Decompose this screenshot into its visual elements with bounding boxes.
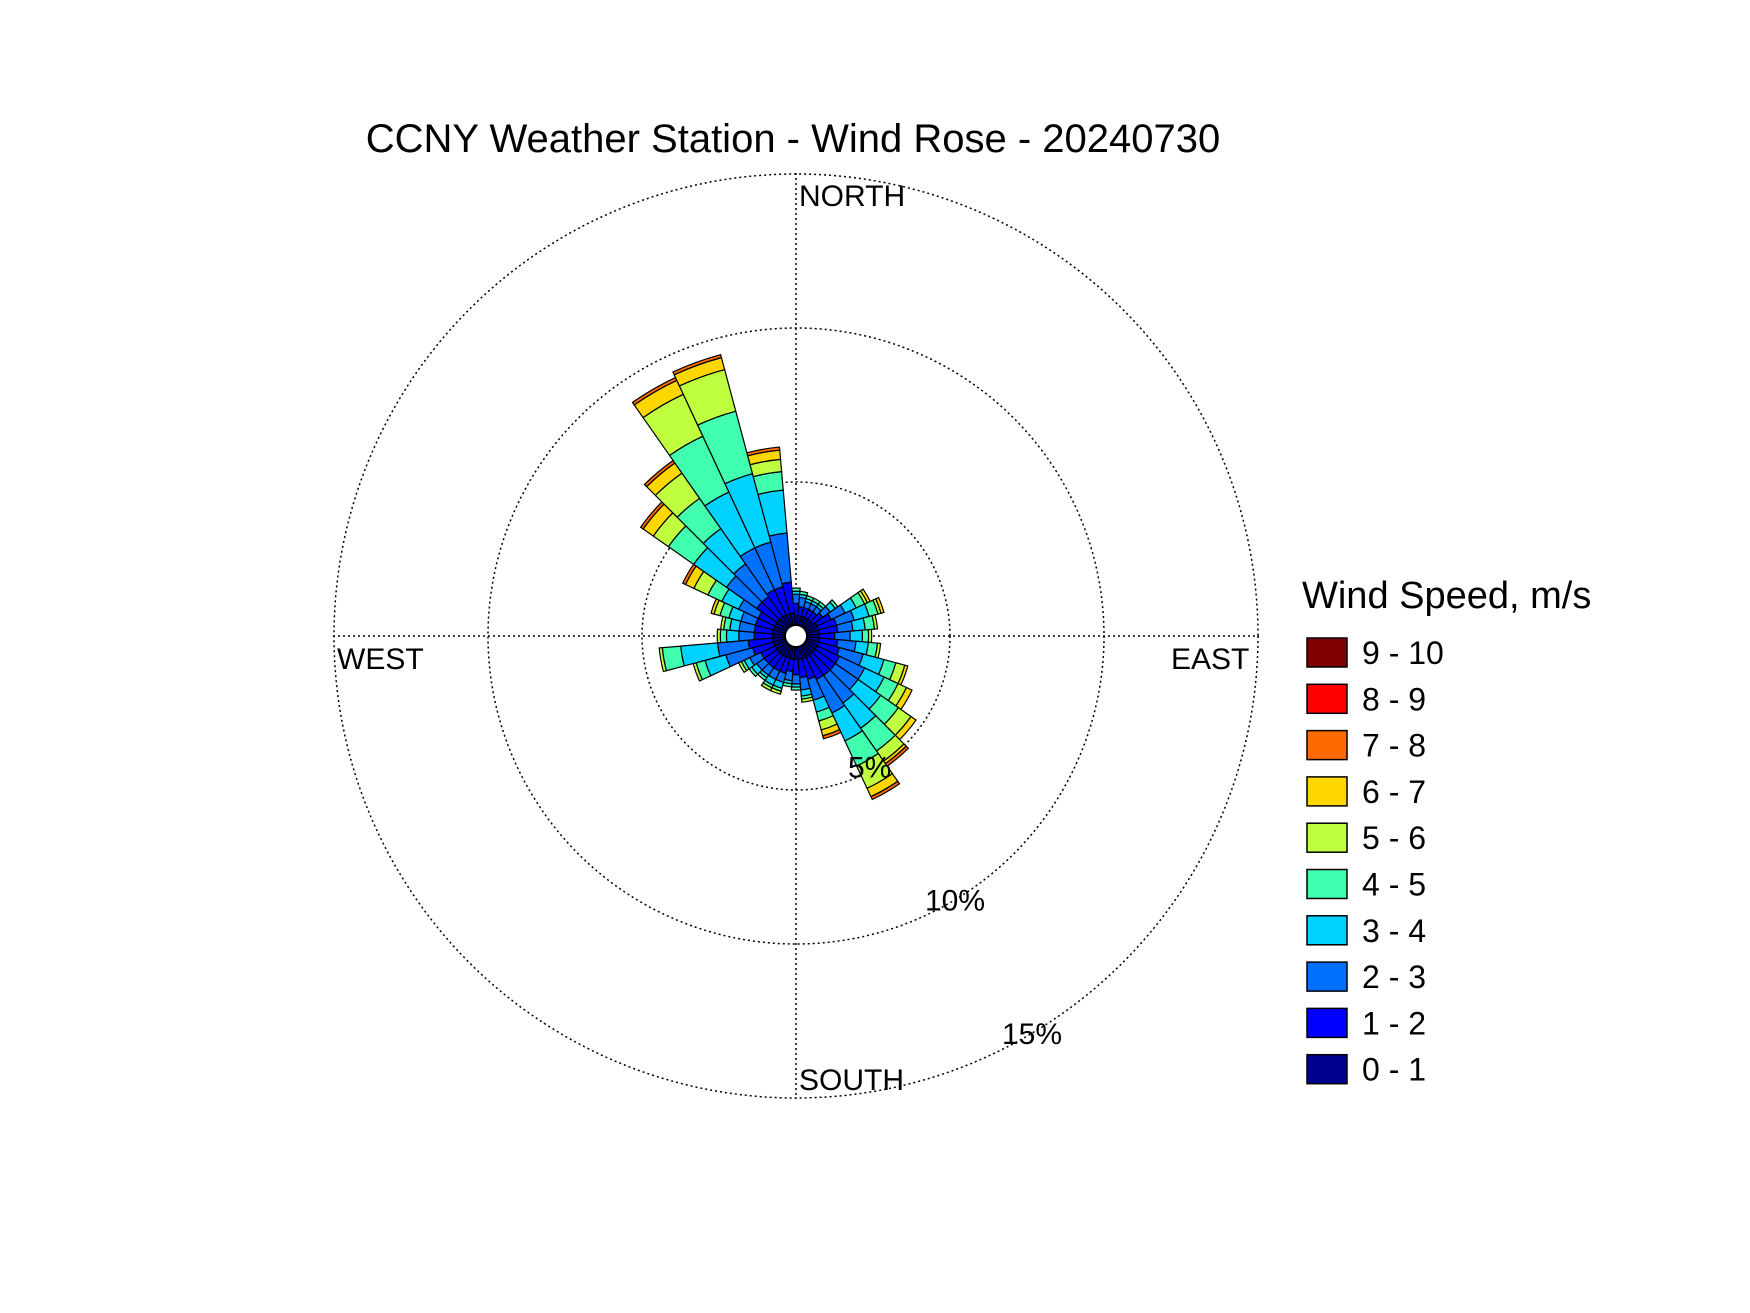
- sector-130: [802, 641, 917, 741]
- legend-label: 2 - 3: [1362, 959, 1426, 995]
- legend-title: Wind Speed, m/s: [1302, 575, 1591, 617]
- direction-label-north: NORTH: [799, 180, 905, 213]
- direction-label-west: WEST: [337, 643, 424, 676]
- sector-segment: [791, 587, 801, 592]
- sector-segment: [849, 629, 864, 643]
- ring-labels: 5% 10% 15%: [848, 751, 1062, 1051]
- center-calm-circle: [784, 624, 808, 648]
- ring-label-15: 15%: [1002, 1018, 1062, 1051]
- legend-swatch: [1306, 915, 1348, 946]
- legend-swatch: [1306, 776, 1348, 807]
- legend-swatch: [1306, 1007, 1348, 1039]
- sector-150: [799, 644, 901, 801]
- sector-110: [805, 638, 909, 686]
- legend-label: 7 - 8: [1362, 728, 1426, 764]
- direction-label-east: EAST: [1171, 643, 1249, 676]
- sector-320: [643, 459, 791, 630]
- legend-label: 5 - 6: [1362, 820, 1426, 856]
- sector-segment: [867, 628, 873, 644]
- legend-label: 3 - 4: [1362, 913, 1426, 949]
- wind-rose-sectors: [631, 353, 917, 801]
- legend-label: 8 - 9: [1362, 681, 1426, 717]
- ring-label-10: 10%: [925, 885, 985, 918]
- grid-ring-15: [333, 173, 1259, 1099]
- grid-ring-10: [487, 327, 1105, 945]
- sector-segment: [790, 686, 802, 691]
- chart-title: CCNY Weather Station - Wind Rose - 20240…: [366, 117, 1221, 161]
- sector-segment: [672, 353, 723, 376]
- sector-segment: [800, 696, 814, 703]
- sector-segment: [798, 590, 809, 597]
- sector-340: [672, 353, 794, 627]
- sector-segment: [746, 446, 781, 457]
- legend-swatch: [1306, 1053, 1348, 1085]
- sector-segment: [725, 629, 740, 643]
- sector-290: [710, 598, 787, 634]
- sector-segment: [716, 628, 722, 644]
- legend-label: 6 - 7: [1362, 774, 1426, 810]
- legend: Wind Speed, m/s 9 - 10 8 - 9 7 - 8 6 - 7 5 -…: [1302, 575, 1591, 1088]
- legend-label: 4 - 5: [1362, 867, 1426, 903]
- legend-swatch: [1306, 822, 1348, 853]
- legend-swatch: [1306, 637, 1348, 668]
- legend-swatch: [1306, 683, 1348, 715]
- legend-label: 1 - 2: [1362, 1005, 1426, 1041]
- sector-segment: [760, 682, 773, 692]
- ring-label-5: 5%: [848, 751, 891, 784]
- sector-segment: [658, 647, 668, 673]
- sector-230: [748, 641, 790, 678]
- sector-260: [658, 636, 787, 673]
- legend-label: 0 - 1: [1362, 1052, 1426, 1088]
- legend-swatch: [1306, 868, 1348, 900]
- sector-330: [631, 376, 793, 628]
- sector-segment: [870, 780, 901, 801]
- sector-120: [804, 639, 913, 711]
- direction-label-south: SOUTH: [799, 1064, 904, 1097]
- legend-label: 9 - 10: [1362, 635, 1444, 671]
- legend-swatch: [1306, 729, 1348, 761]
- polar-grid: [333, 173, 1259, 1099]
- sector-350: [746, 446, 796, 627]
- sector-segment: [861, 629, 870, 643]
- sector-segment: [719, 628, 728, 644]
- sector-segment: [874, 596, 885, 614]
- grid-ring-5: [641, 481, 951, 791]
- sector-segment: [871, 614, 879, 630]
- sector-segment: [822, 728, 842, 740]
- sector-160: [798, 645, 842, 740]
- sector-40: [801, 600, 827, 630]
- sector-90: [806, 628, 873, 644]
- legend-swatch: [1306, 961, 1348, 992]
